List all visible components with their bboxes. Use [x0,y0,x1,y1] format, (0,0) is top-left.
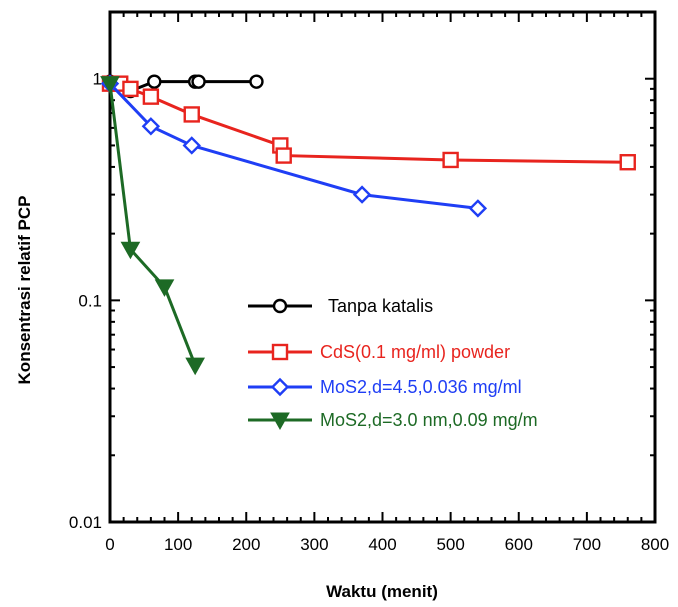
data-point [182,136,201,155]
x-tick-label: 200 [232,535,260,554]
y-tick-label: 0.01 [69,513,102,532]
data-point [185,357,206,376]
data-point [191,74,206,89]
series-4 [100,76,206,376]
tick-labels: 0 100 200 300 400 500 600 700 800 1 0.1 0.01 [69,70,669,554]
axis-ticks [109,11,656,523]
data-point [183,106,200,123]
y-tick-label: 1 [93,70,102,89]
x-tick-label: 600 [505,535,533,554]
legend-item: Tanpa katalis [248,296,433,316]
legend: Tanpa katalis CdS(0.1 mg/ml) powder MoS2,d… [248,296,538,431]
legend-marker [270,412,290,431]
data-point [154,279,175,297]
x-tick-label: 800 [641,535,669,554]
legend-label: CdS(0.1 mg/ml) powder [320,342,510,362]
series-2 [101,75,636,171]
x-tick-label: 300 [300,535,328,554]
series-3 [100,74,488,218]
legend-label: MoS2,d=3.0 nm,0.09 mg/m [320,410,538,430]
x-tick-label: 700 [573,535,601,554]
x-axis-label: Waktu (menit) [326,582,438,601]
data-series [100,74,636,376]
legend-label: Tanpa katalis [328,296,433,316]
data-point [122,80,139,98]
data-point [100,76,120,94]
series-line [108,83,197,366]
legend-marker [272,298,288,314]
data-point [352,185,372,204]
y-axis-label: Konsentrasi relatif PCP [15,196,34,385]
legend-label: MoS2,d=4.5,0.036 mg/ml [320,377,522,397]
x-tick-label: 100 [164,535,192,554]
x-tick-label: 400 [368,535,396,554]
data-point [442,151,459,169]
data-point [468,199,488,218]
legend-item: MoS2,d=4.5,0.036 mg/ml [248,377,522,397]
data-point [619,154,636,171]
legend-item: MoS2,d=3.0 nm,0.09 mg/m [248,410,538,431]
data-point [147,74,162,89]
legend-item: CdS(0.1 mg/ml) powder [248,342,510,362]
data-point [249,74,264,89]
data-point [120,241,141,260]
plot-area [108,10,657,524]
y-tick-label: 0.1 [78,291,102,310]
data-point [275,147,292,164]
legend-marker [270,377,290,397]
x-tick-label: 500 [436,535,464,554]
data-point [141,117,161,136]
x-tick-label: 0 [105,535,114,554]
data-point [142,88,160,105]
plot-frame [108,10,657,524]
legend-marker [271,343,289,361]
